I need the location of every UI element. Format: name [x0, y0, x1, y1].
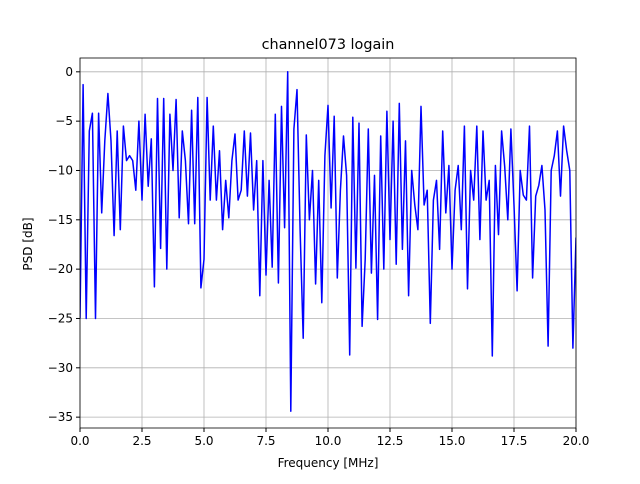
y-axis-label: PSD [dB] [21, 217, 35, 270]
chart-title: channel073 logain [262, 37, 395, 53]
x-axis-label: Frequency [MHz] [278, 456, 379, 470]
x-tick-label: 17.5 [501, 434, 528, 448]
y-tick-label: 0 [65, 65, 73, 79]
y-tick-label: −20 [48, 262, 73, 276]
x-tick-label: 12.5 [377, 434, 404, 448]
x-tick-label: 10.0 [315, 434, 342, 448]
x-tick-label: 20.0 [563, 434, 590, 448]
x-tick-label: 15.0 [439, 434, 466, 448]
y-tick-label: −5 [55, 114, 73, 128]
data-line [80, 71, 576, 412]
x-tick-label: 2.5 [132, 434, 151, 448]
y-tick-label: −15 [48, 213, 73, 227]
y-tick-label: −10 [48, 163, 73, 177]
y-tick-label: −35 [48, 410, 73, 424]
plot-frame [79, 57, 577, 429]
x-tick-label: 5.0 [194, 434, 213, 448]
y-tick-label: −25 [48, 311, 73, 325]
y-tick-label: −30 [48, 361, 73, 375]
x-tick-label: 7.5 [256, 434, 275, 448]
x-tick-label: 0.0 [70, 434, 89, 448]
